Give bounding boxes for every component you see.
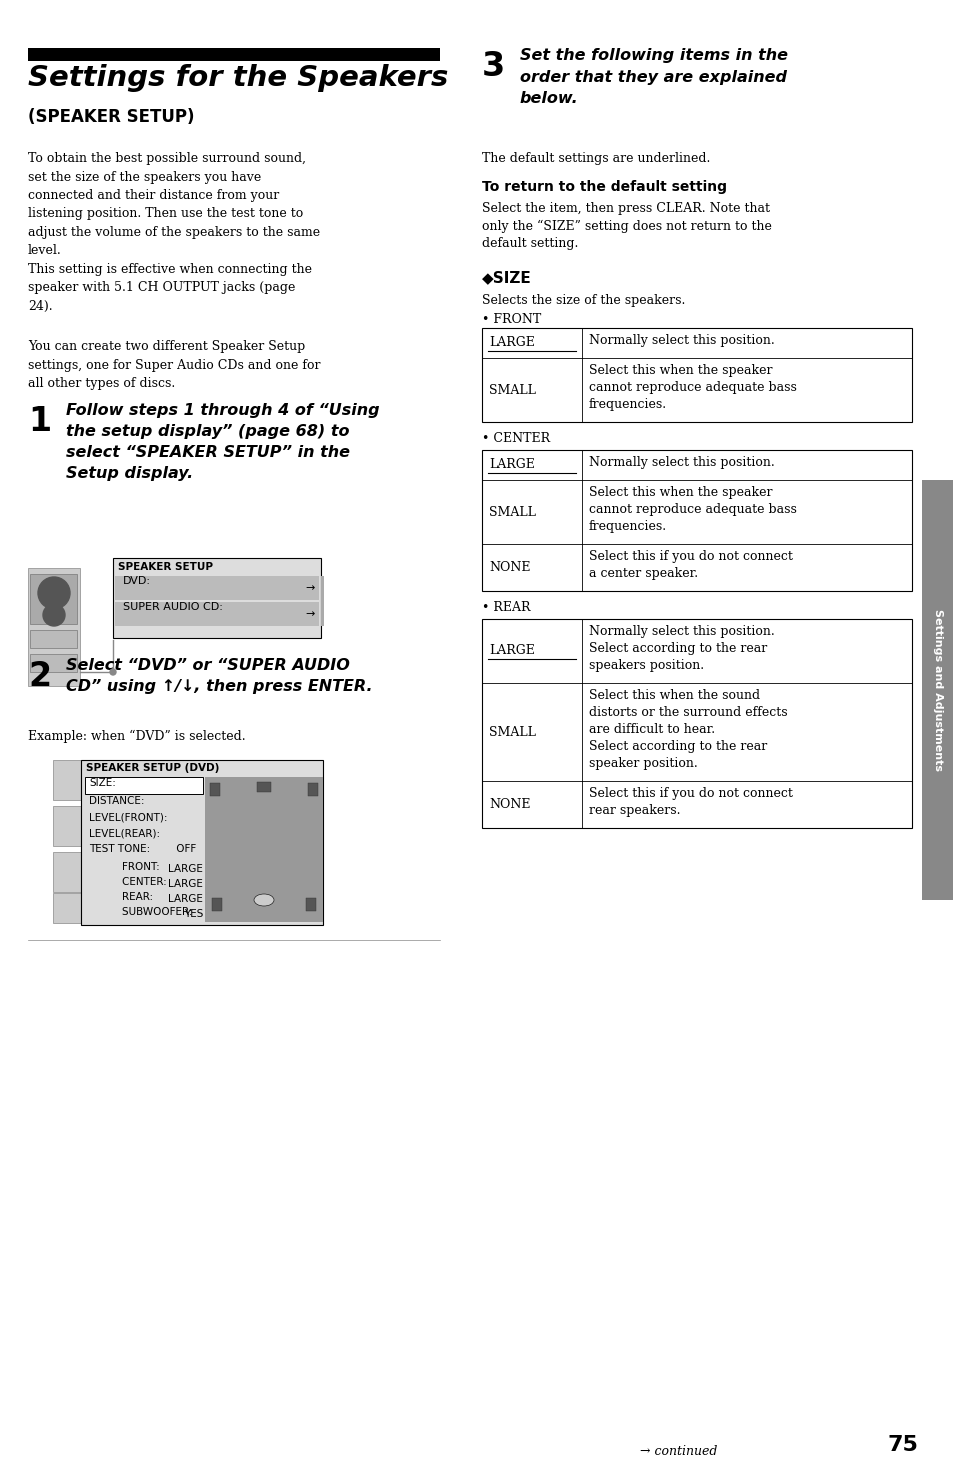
Text: SPEAKER SETUP: SPEAKER SETUP [118,562,213,572]
Text: Normally select this position.: Normally select this position. [588,334,774,347]
Text: Select “DVD” or “SUPER AUDIO
CD” using ↑/↓, then press ENTER.: Select “DVD” or “SUPER AUDIO CD” using ↑… [66,658,373,694]
Text: Selects the size of the speakers.: Selects the size of the speakers. [481,294,684,307]
Text: The default settings are underlined.: The default settings are underlined. [481,151,710,165]
Text: (SPEAKER SETUP): (SPEAKER SETUP) [28,108,194,126]
Text: LARGE: LARGE [489,337,535,350]
Text: 2: 2 [28,660,51,693]
Circle shape [38,577,70,610]
Bar [212,899,222,911]
Text: Select the item, then press CLEAR. Note that
only the “SIZE” setting does not re: Select the item, then press CLEAR. Note … [481,202,771,251]
Text: LARGE: LARGE [489,458,535,472]
Bar [30,654,77,672]
Text: Select this when the sound
distorts or the surround effects
are difficult to hea: Select this when the sound distorts or t… [588,690,787,770]
Text: SPEAKER SETUP (DVD): SPEAKER SETUP (DVD) [86,762,219,773]
Text: Select this if you do not connect
rear speakers.: Select this if you do not connect rear s… [588,787,792,817]
Text: SIZE:: SIZE: [89,779,115,787]
Text: • REAR: • REAR [481,601,530,614]
Text: Settings for the Speakers: Settings for the Speakers [28,64,448,92]
Text: NONE: NONE [489,561,530,574]
Text: DISTANCE:: DISTANCE: [89,796,144,805]
Bar [320,575,324,626]
Bar [205,777,323,922]
Text: NONE: NONE [489,798,530,811]
Text: SMALL: SMALL [489,384,536,396]
Text: LARGE: LARGE [489,645,535,657]
Text: LARGE: LARGE [168,879,203,888]
Bar [256,782,271,792]
Bar [53,759,81,799]
Text: DVD:: DVD: [123,575,151,586]
Text: LEVEL(FRONT):: LEVEL(FRONT): [89,813,168,822]
Text: Normally select this position.
Select according to the rear
speakers position.: Normally select this position. Select ac… [588,624,774,672]
Bar [28,47,439,61]
Bar [81,759,323,925]
Bar [481,328,911,423]
Bar [481,449,911,592]
Text: LEVEL(REAR):: LEVEL(REAR): [89,828,160,838]
Bar [30,630,77,648]
Text: • CENTER: • CENTER [481,432,550,445]
Circle shape [110,669,116,675]
Text: SUBWOOFER:: SUBWOOFER: [109,908,193,916]
Text: You can create two different Speaker Setup
settings, one for Super Audio CDs and: You can create two different Speaker Set… [28,340,320,390]
Text: Select this when the speaker
cannot reproduce adequate bass
frequencies.: Select this when the speaker cannot repr… [588,486,796,532]
Bar [481,618,911,828]
Text: Follow steps 1 through 4 of “Using
the setup display” (page 68) to
select “SPEAK: Follow steps 1 through 4 of “Using the s… [66,403,379,480]
Bar [85,777,203,793]
Text: REAR:: REAR: [109,891,153,902]
Text: LARGE: LARGE [168,865,203,873]
Bar [115,602,318,626]
Text: YES: YES [183,909,203,919]
Text: SMALL: SMALL [489,506,536,519]
Text: →: → [305,583,314,593]
Text: →: → [305,610,314,618]
Text: CENTER:: CENTER: [109,876,167,887]
Text: 3: 3 [481,50,505,83]
Bar [921,480,953,900]
Text: Set the following items in the
order that they are explained
below.: Set the following items in the order tha… [519,47,787,107]
Bar [112,558,320,638]
Text: To obtain the best possible surround sound,
set the size of the speakers you hav: To obtain the best possible surround sou… [28,151,320,313]
Text: 75: 75 [886,1436,917,1455]
Bar [28,568,80,687]
Bar [306,899,315,911]
Text: → continued: → continued [639,1444,717,1458]
Ellipse shape [253,894,274,906]
Text: Select this if you do not connect
a center speaker.: Select this if you do not connect a cent… [588,550,792,580]
Text: Select this when the speaker
cannot reproduce adequate bass
frequencies.: Select this when the speaker cannot repr… [588,363,796,411]
Bar [53,893,81,922]
Text: SUPER AUDIO CD:: SUPER AUDIO CD: [123,602,223,612]
Text: Normally select this position.: Normally select this position. [588,455,774,469]
Text: LARGE: LARGE [168,894,203,905]
Bar [115,575,318,601]
Bar [30,574,77,624]
Text: • FRONT: • FRONT [481,313,540,326]
Bar [210,783,220,796]
Text: SMALL: SMALL [489,725,536,739]
Circle shape [43,604,65,626]
Bar [53,853,81,891]
Text: Example: when “DVD” is selected.: Example: when “DVD” is selected. [28,730,245,743]
Text: To return to the default setting: To return to the default setting [481,179,726,194]
Text: ◆SIZE: ◆SIZE [481,270,531,285]
Text: TEST TONE:        OFF: TEST TONE: OFF [89,844,196,854]
Text: FRONT:: FRONT: [109,862,159,872]
Bar [53,805,81,845]
Text: Settings and Adjustments: Settings and Adjustments [932,610,942,771]
Bar [308,783,317,796]
Text: 1: 1 [28,405,51,437]
